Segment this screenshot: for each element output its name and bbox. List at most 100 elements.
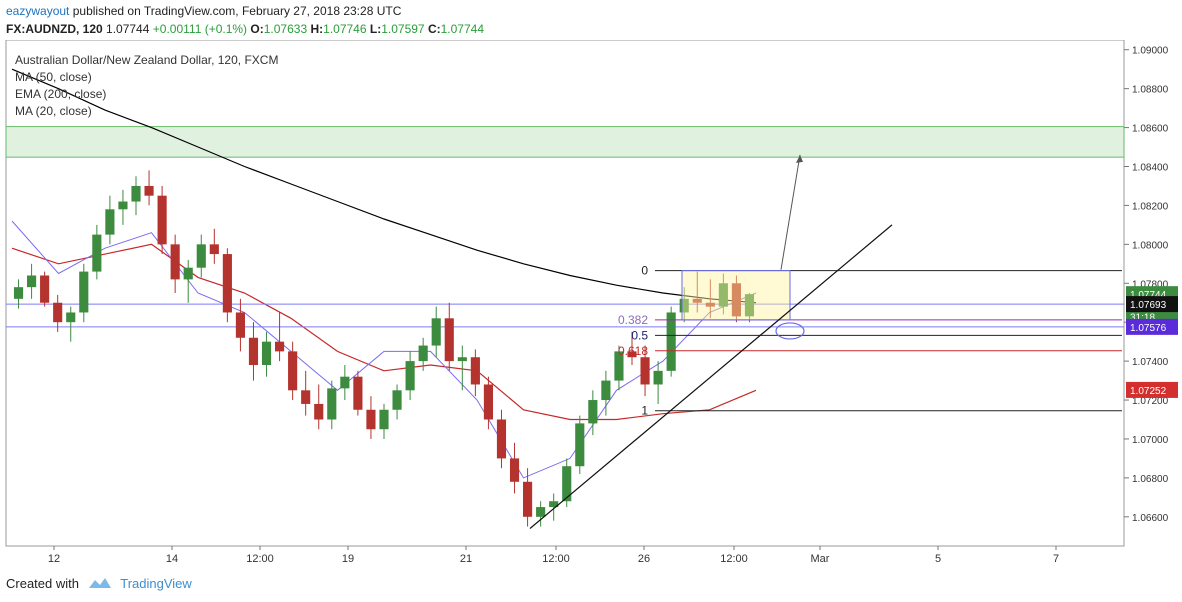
- tradingview-brand-link[interactable]: TradingView: [120, 576, 192, 591]
- y-tick-label: 1.08400: [1132, 163, 1169, 174]
- x-tick-label: 19: [342, 553, 354, 565]
- x-tick-label: 14: [166, 553, 178, 565]
- candle-body: [353, 376, 363, 410]
- x-tick-label: Mar: [811, 553, 830, 565]
- candle-body: [731, 283, 741, 317]
- candle-body: [275, 341, 285, 352]
- candle-body: [131, 185, 141, 202]
- fib-level-label: 0: [641, 264, 648, 278]
- ohlc-line: FX:AUDNZD, 120 1.07744 +0.00111 (+0.1%) …: [6, 22, 484, 36]
- candle-body: [679, 298, 689, 313]
- close-label: C:: [427, 22, 441, 36]
- legend-ma20: MA (20, close): [15, 104, 92, 118]
- close-value: 1.07744: [440, 22, 485, 36]
- candle-body: [66, 312, 76, 323]
- candle-body: [261, 341, 272, 366]
- price-label-bg: [1126, 318, 1178, 335]
- low-value: 1.07597: [381, 22, 425, 36]
- target-zone: [5, 126, 1125, 158]
- candle-body: [523, 481, 533, 517]
- y-tick-label: 1.06800: [1132, 474, 1169, 485]
- candle-body: [379, 409, 389, 430]
- candle-body: [157, 195, 167, 245]
- x-tick-label: 7: [1053, 553, 1059, 565]
- fib-level-label: 0.382: [618, 313, 648, 327]
- candle-body: [248, 337, 259, 366]
- y-tick-label: 1.08200: [1132, 201, 1169, 212]
- candle-body: [418, 345, 428, 362]
- candle-body: [470, 357, 480, 385]
- y-tick-label: 1.07800: [1132, 279, 1169, 290]
- price-label: 31:18: [1130, 312, 1155, 323]
- candle-body: [601, 380, 611, 401]
- candle-body: [549, 501, 559, 508]
- price-label-bg: [1126, 296, 1178, 313]
- plot-area: [5, 40, 1125, 547]
- candle-body: [340, 376, 350, 389]
- candle-body: [405, 361, 415, 391]
- ema200-line: [11, 68, 757, 304]
- candle-body: [614, 351, 624, 381]
- y-tick-label: 1.07200: [1132, 396, 1169, 407]
- candle-body: [431, 318, 441, 346]
- price-label-bg: [1126, 381, 1178, 398]
- candle-body: [314, 403, 324, 420]
- candle-body: [209, 244, 219, 255]
- candle-body: [653, 370, 663, 385]
- candle-body: [744, 294, 755, 317]
- footer: Created with TradingView: [6, 576, 192, 592]
- candle-body: [327, 388, 337, 420]
- candle-body: [444, 318, 454, 362]
- candle-body: [509, 458, 520, 482]
- candle-body: [40, 275, 50, 303]
- legend-title: Australian Dollar/New Zealand Dollar, 12…: [15, 53, 279, 67]
- candle-body: [366, 409, 376, 430]
- candle-body: [666, 312, 676, 371]
- y-tick-label: 1.09000: [1132, 46, 1169, 57]
- x-tick-label: 21: [460, 553, 472, 565]
- price-label: 1.07744: [1130, 290, 1167, 301]
- tradingview-logo-icon: [88, 577, 111, 592]
- y-tick-label: 1.08600: [1132, 124, 1169, 135]
- price-chart[interactable]: 1.09000 1.08800 1.08600 1.08400 1.08200 1.080…: [0, 40, 1182, 568]
- candle-body: [144, 185, 154, 196]
- candle-body: [183, 267, 193, 280]
- published-text: published on TradingView.com, February 2…: [72, 4, 402, 18]
- y-tick-label: 1.07400: [1132, 357, 1169, 368]
- candle-body: [196, 244, 206, 268]
- candle-body: [536, 507, 546, 517]
- candle-body: [575, 423, 585, 467]
- legend-ema200: EMA (200, close): [15, 87, 107, 101]
- ma20-line: [11, 220, 757, 479]
- y-tick-label: 1.06600: [1132, 513, 1169, 524]
- candle-body: [588, 400, 598, 424]
- symbol-label: FX:AUDNZD, 120: [6, 22, 103, 36]
- target-arrow-line: [780, 154, 801, 270]
- y-tick-label: 1.07000: [1132, 435, 1169, 446]
- price-label: 1.07252: [1130, 386, 1167, 397]
- x-tick-label: 26: [638, 553, 650, 565]
- candle-body: [170, 244, 180, 280]
- high-label: H:: [310, 22, 324, 36]
- candle-body: [483, 384, 493, 420]
- fib-level-label: 0.5: [631, 328, 648, 342]
- low-label: L:: [369, 22, 382, 36]
- candle-body: [27, 275, 37, 288]
- open-value: 1.07633: [263, 22, 308, 36]
- open-label: O:: [250, 22, 264, 36]
- created-with-label: Created with: [6, 576, 79, 591]
- ma50-line: [11, 243, 757, 421]
- candle-body: [301, 390, 311, 404]
- change-value: +0.00111 (+0.1%): [152, 22, 248, 36]
- candle-body: [496, 419, 507, 459]
- x-tick-label: 12:00: [720, 553, 748, 565]
- candle-body: [118, 201, 128, 210]
- consolidation-box: [681, 270, 791, 321]
- candle-body: [288, 351, 298, 391]
- candle-body: [235, 312, 245, 338]
- candle-body: [692, 298, 702, 303]
- author-link[interactable]: eazywayout: [6, 4, 70, 18]
- candle-body: [457, 357, 467, 362]
- price-label: 1.07693: [1130, 300, 1167, 311]
- x-tick-label: 12: [48, 553, 60, 565]
